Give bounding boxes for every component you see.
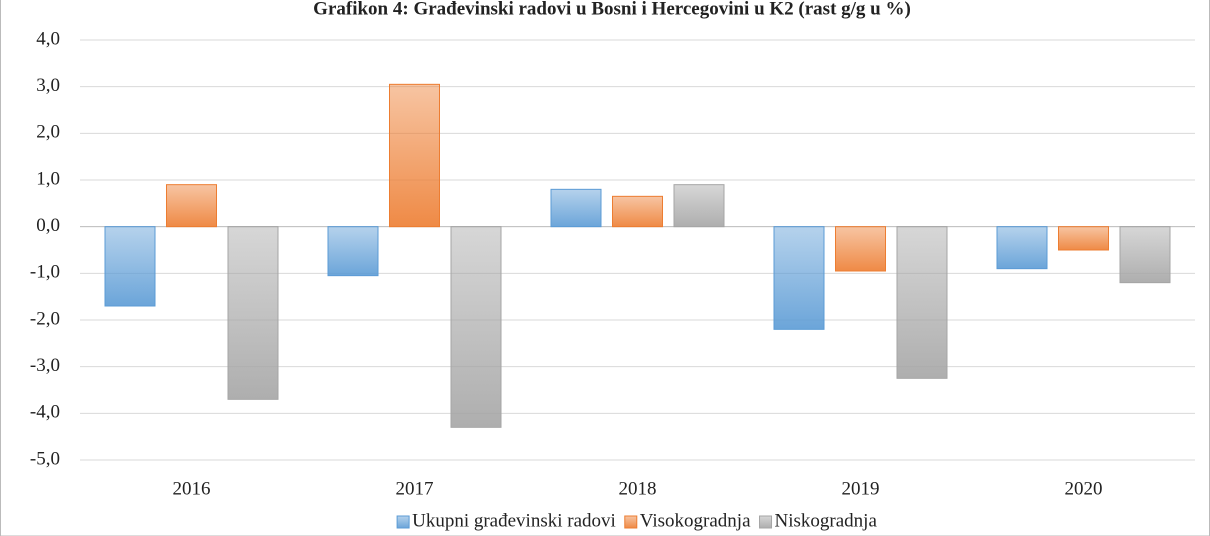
bar [227,226,279,400]
x-tick-label: 2016 [173,478,211,499]
y-tick-label: -5,0 [30,448,60,469]
bar [104,226,156,307]
y-tick-label: -3,0 [30,355,60,376]
bar [450,226,502,428]
y-tick-label: -2,0 [30,308,60,329]
bar [773,226,825,330]
bar [389,83,440,228]
y-tick-label: 4,0 [36,28,60,49]
y-tick-label: 2,0 [36,122,60,143]
legend-label: Niskogradnja [775,510,878,531]
legend-label: Ukupni građevinski radovi [412,510,616,531]
x-tick-label: 2018 [619,478,657,499]
bar [896,226,948,379]
legend-swatch [759,515,773,529]
bar [1119,226,1171,284]
y-tick-label: -1,0 [30,262,60,283]
y-tick-label: -4,0 [30,402,60,423]
x-tick-label: 2017 [396,478,434,499]
y-tick-label: 1,0 [36,168,60,189]
bar [550,188,602,228]
legend-swatch [624,515,638,529]
bar [166,184,217,228]
chart-title: Grafikon 4: Građevinski radovi u Bosni i… [313,0,911,19]
bar [996,226,1048,270]
legend-swatch [396,515,410,529]
bar [835,226,886,272]
x-tick-label: 2019 [842,478,880,499]
bar [1058,226,1109,251]
bar [327,226,379,277]
y-tick-label: 3,0 [36,75,60,96]
bar [612,195,663,228]
bar [673,184,725,228]
legend-label: Visokogradnja [640,510,751,531]
x-tick-label: 2020 [1065,478,1103,499]
y-tick-label: 0,0 [36,215,60,236]
